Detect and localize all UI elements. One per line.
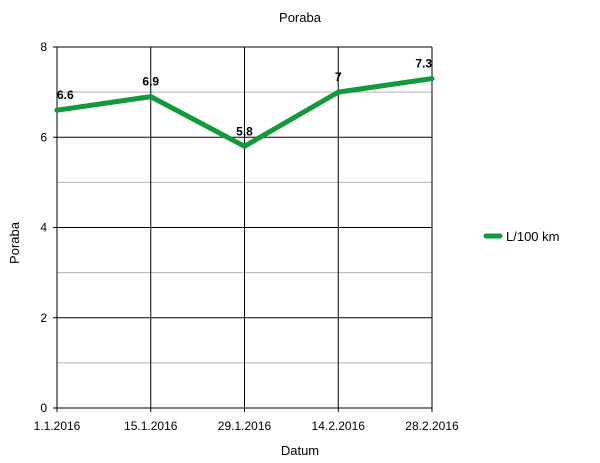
- data-labels: 6.6 6.9 5.8 7 7.3: [57, 57, 432, 139]
- y-tick-label: 0: [40, 401, 47, 415]
- data-label: 6.6: [57, 88, 74, 102]
- data-point: [429, 76, 435, 82]
- data-label: 6.9: [142, 75, 159, 89]
- x-tick-label: 1.1.2016: [34, 419, 81, 433]
- x-axis-label: Datum: [281, 443, 319, 458]
- y-tick-label: 2: [40, 311, 47, 325]
- y-tick-label: 4: [40, 221, 47, 235]
- x-tick-label: 28.2.2016: [405, 419, 459, 433]
- chart-title: Poraba: [279, 10, 322, 25]
- legend-label: L/100 km: [506, 229, 559, 244]
- x-tick-label: 14.2.2016: [312, 419, 366, 433]
- x-tick-label: 29.1.2016: [218, 419, 272, 433]
- y-tick-label: 8: [40, 40, 47, 54]
- legend: L/100 km: [483, 229, 559, 244]
- data-point: [242, 143, 247, 149]
- x-axis-ticks: 1.1.2016 15.1.2016 29.1.2016 14.2.2016 28.2.…: [34, 419, 459, 433]
- data-label: 5.8: [236, 124, 253, 138]
- y-axis-ticks: 0 2 4 6 8: [40, 40, 47, 415]
- data-label: 7: [335, 70, 342, 84]
- data-point: [335, 89, 341, 95]
- major-grid: [53, 46, 433, 412]
- series-layer: [54, 76, 435, 149]
- y-tick-label: 6: [40, 130, 47, 144]
- data-point: [148, 94, 154, 100]
- data-point: [54, 107, 60, 113]
- y-axis-label: Poraba: [7, 221, 22, 264]
- x-tick-label: 15.1.2016: [124, 419, 178, 433]
- data-label: 7.3: [415, 57, 432, 71]
